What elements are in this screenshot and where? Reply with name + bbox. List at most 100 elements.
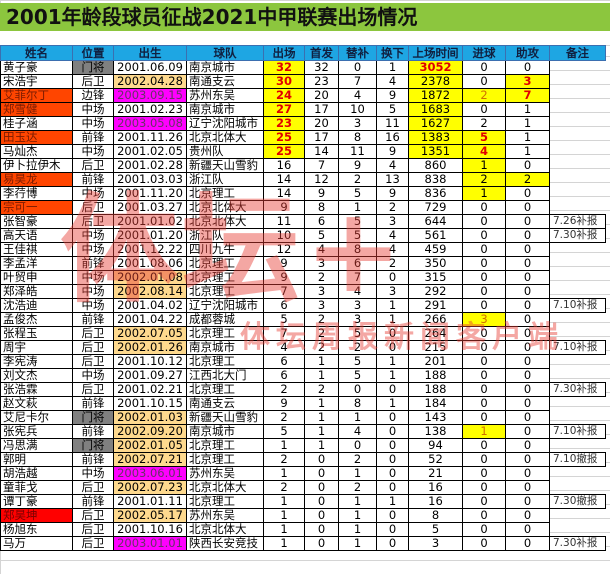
birth-date-cell[interactable]: 2002.01.05 (113, 438, 187, 453)
appearances-cell[interactable]: 5 (263, 424, 305, 439)
player-name-cell[interactable]: 艾菲尔丁 (0, 88, 73, 103)
goals-cell[interactable]: 0 (462, 480, 506, 495)
team-cell[interactable]: 贵州队 (186, 144, 264, 159)
starts-cell[interactable]: 17 (304, 130, 339, 145)
sub-appearances-cell[interactable]: 5 (338, 354, 377, 369)
col-header-team[interactable]: 球队 (186, 45, 264, 61)
note-cell[interactable] (550, 145, 606, 159)
birth-date-cell[interactable]: 2002.07.21 (113, 452, 187, 467)
position-cell[interactable]: 中场 (72, 102, 114, 117)
team-cell[interactable]: 北京北体大 (186, 480, 264, 495)
note-cell[interactable] (550, 75, 606, 89)
subbed-off-cell[interactable]: 13 (376, 172, 409, 187)
player-name-cell[interactable]: 桂子涵 (0, 116, 73, 131)
team-cell[interactable]: 北京理工 (186, 354, 264, 369)
birth-date-cell[interactable]: 2001.02.21 (113, 382, 187, 397)
appearances-cell[interactable]: 12 (263, 242, 305, 257)
sub-appearances-cell[interactable]: 6 (338, 256, 377, 271)
goals-cell[interactable]: 4 (462, 144, 506, 159)
sub-appearances-cell[interactable]: 5 (338, 186, 377, 201)
player-name-cell[interactable]: 郑昊坤 (0, 508, 73, 523)
sub-appearances-cell[interactable]: 3 (338, 298, 377, 313)
starts-cell[interactable]: 1 (304, 396, 339, 411)
appearances-cell[interactable]: 27 (263, 102, 305, 117)
starts-cell[interactable]: 12 (304, 172, 339, 187)
appearances-cell[interactable]: 2 (263, 480, 305, 495)
sub-appearances-cell[interactable]: 4 (338, 88, 377, 103)
player-name-cell[interactable]: 马灿杰 (0, 144, 73, 159)
appearances-cell[interactable]: 1 (263, 522, 305, 537)
appearances-cell[interactable]: 32 (263, 60, 305, 75)
starts-cell[interactable]: 0 (304, 536, 339, 551)
appearances-cell[interactable]: 1 (263, 508, 305, 523)
note-cell[interactable] (550, 327, 606, 341)
team-cell[interactable]: 北京理工 (186, 326, 264, 341)
note-cell[interactable]: 7.30撤报 (549, 494, 606, 509)
goals-cell[interactable]: 0 (462, 536, 506, 551)
team-cell[interactable]: 北京理工 (186, 382, 264, 397)
sub-appearances-cell[interactable]: 0 (338, 60, 377, 75)
player-name-cell[interactable]: 谭丁豪 (0, 494, 73, 509)
minutes-cell[interactable]: 561 (408, 228, 463, 243)
note-cell[interactable]: 7.26补报 (549, 214, 606, 229)
position-cell[interactable]: 中场 (72, 242, 114, 257)
assists-cell[interactable]: 0 (505, 480, 550, 495)
team-cell[interactable]: 北京北体大 (186, 522, 264, 537)
player-name-cell[interactable]: 杨旭东 (0, 522, 73, 537)
position-cell[interactable]: 门将 (72, 60, 114, 75)
team-cell[interactable]: 苏州东吴 (186, 466, 264, 481)
subbed-off-cell[interactable]: 0 (376, 522, 409, 537)
subbed-off-cell[interactable]: 0 (376, 508, 409, 523)
sub-appearances-cell[interactable]: 5 (338, 368, 377, 383)
note-cell[interactable] (550, 313, 606, 327)
position-cell[interactable]: 中场 (72, 368, 114, 383)
position-cell[interactable]: 门将 (72, 438, 114, 453)
goals-cell[interactable]: 0 (462, 522, 506, 537)
subbed-off-cell[interactable]: 2 (376, 200, 409, 215)
goals-cell[interactable]: 1 (462, 158, 506, 173)
player-name-cell[interactable]: 赵文萩 (0, 396, 73, 411)
position-cell[interactable]: 中场 (72, 298, 114, 313)
assists-cell[interactable]: 0 (505, 494, 550, 509)
player-name-cell[interactable]: 刘文杰 (0, 368, 73, 383)
player-name-cell[interactable]: 黄子豪 (0, 60, 73, 75)
assists-cell[interactable]: 0 (505, 214, 550, 229)
minutes-cell[interactable]: 215 (408, 340, 463, 355)
appearances-cell[interactable]: 6 (263, 368, 305, 383)
team-cell[interactable]: 四川九牛 (186, 242, 264, 257)
appearances-cell[interactable]: 2 (263, 410, 305, 425)
assists-cell[interactable]: 1 (505, 144, 550, 159)
position-cell[interactable]: 后卫 (72, 522, 114, 537)
birth-date-cell[interactable]: 2001.02.28 (113, 158, 187, 173)
team-cell[interactable]: 北京理工 (186, 494, 264, 509)
assists-cell[interactable]: 0 (505, 256, 550, 271)
team-cell[interactable]: 新疆天山雪豹 (186, 410, 264, 425)
player-name-cell[interactable]: 宋浩宇 (0, 74, 73, 89)
goals-cell[interactable]: 3 (462, 312, 506, 327)
minutes-cell[interactable]: 1351 (408, 144, 463, 159)
minutes-cell[interactable]: 1627 (408, 116, 463, 131)
col-header-minutes[interactable]: 上场时间 (408, 45, 463, 61)
starts-cell[interactable]: 7 (304, 158, 339, 173)
note-cell[interactable]: 7.10撤报 (549, 452, 606, 467)
note-cell[interactable]: 7.30补报 (549, 382, 606, 397)
note-cell[interactable]: 7.30补报 (549, 228, 606, 243)
appearances-cell[interactable]: 23 (263, 116, 305, 131)
note-cell[interactable] (550, 271, 606, 285)
birth-date-cell[interactable]: 2001.08.06 (113, 256, 187, 271)
note-cell[interactable] (550, 131, 606, 145)
player-name-cell[interactable]: 李宪涛 (0, 354, 73, 369)
team-cell[interactable]: 北京北体大 (186, 214, 264, 229)
goals-cell[interactable]: 0 (462, 382, 506, 397)
sub-appearances-cell[interactable]: 3 (338, 116, 377, 131)
sub-appearances-cell[interactable]: 1 (338, 466, 377, 481)
starts-cell[interactable]: 20 (304, 116, 339, 131)
player-name-cell[interactable]: 艾尼卡尔 (0, 410, 73, 425)
note-cell[interactable] (550, 369, 606, 383)
goals-cell[interactable]: 1 (462, 424, 506, 439)
goals-cell[interactable]: 0 (462, 396, 506, 411)
subbed-off-cell[interactable]: 3 (376, 284, 409, 299)
appearances-cell[interactable]: 1 (263, 438, 305, 453)
team-cell[interactable]: 南京城市 (186, 340, 264, 355)
position-cell[interactable]: 前锋 (72, 130, 114, 145)
